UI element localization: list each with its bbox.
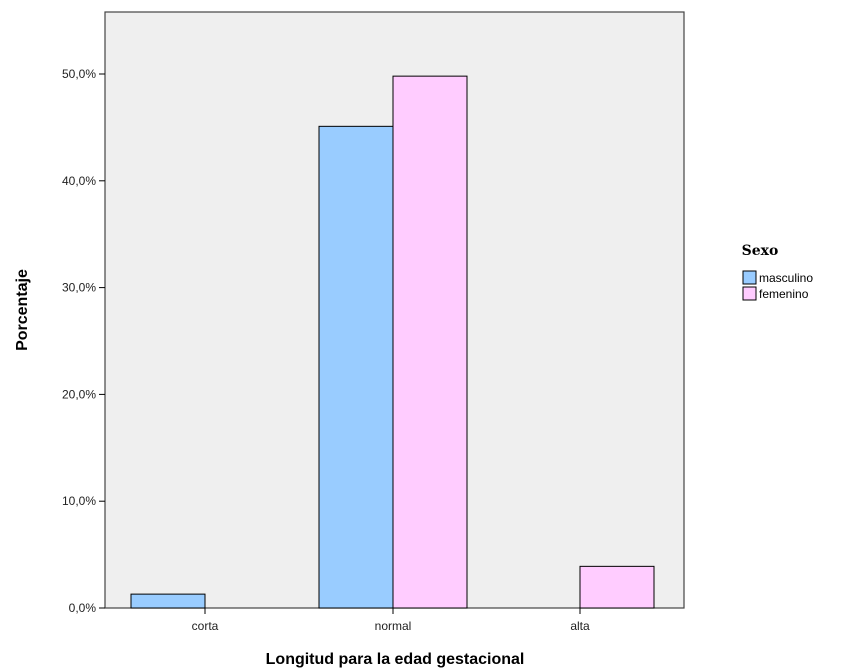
- legend-swatch-femenino: [742, 286, 757, 301]
- y-tick-label: 40,0%: [62, 174, 96, 188]
- x-tick-label-normal: normal: [375, 619, 412, 633]
- x-axis-title: Longitud para la edad gestacional: [266, 651, 525, 668]
- x-tick-label-corta: corta: [192, 619, 219, 633]
- bar-alta-femenino: [579, 565, 655, 609]
- y-tick-label: 30,0%: [62, 281, 96, 295]
- y-tick-label: 20,0%: [62, 387, 96, 401]
- x-tick-label-alta: alta: [570, 619, 590, 633]
- bar-normal-masculino: [318, 125, 394, 609]
- bar-normal-femenino: [392, 75, 468, 609]
- y-tick-label: 0,0%: [69, 601, 97, 615]
- legend-swatch-masculino: [742, 270, 757, 285]
- legend-label-femenino: femenino: [759, 287, 809, 301]
- legend-label-masculino: masculino: [759, 271, 813, 285]
- y-tick-label: 10,0%: [62, 494, 96, 508]
- legend-title: Sexo: [742, 243, 779, 259]
- y-tick-label: 50,0%: [62, 67, 96, 81]
- y-axis-title: Porcentaje: [14, 269, 31, 351]
- bars-group: [130, 75, 655, 609]
- legend: Sexo masculino femenino: [742, 243, 814, 301]
- x-axis: corta normal alta: [192, 608, 590, 633]
- y-axis: 0,0% 10,0% 20,0% 30,0% 40,0% 50,0%: [62, 67, 105, 615]
- bar-corta-masculino: [130, 593, 206, 609]
